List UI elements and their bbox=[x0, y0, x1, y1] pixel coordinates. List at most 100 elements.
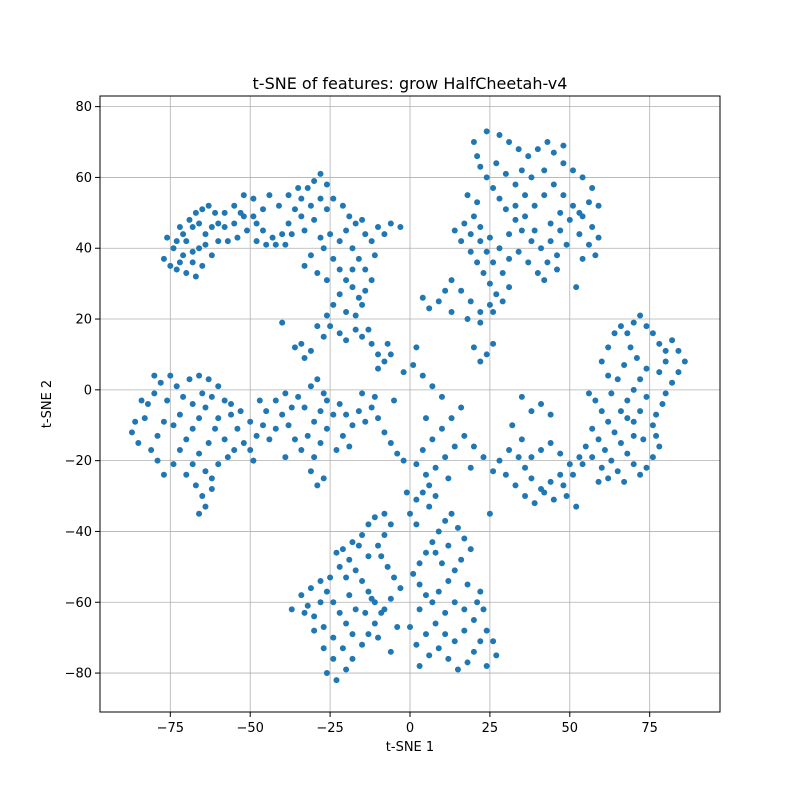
data-point bbox=[381, 606, 388, 613]
data-point bbox=[621, 478, 628, 485]
data-point bbox=[477, 588, 484, 595]
data-point bbox=[605, 372, 612, 379]
data-point bbox=[432, 549, 439, 556]
x-tick-label: 50 bbox=[562, 721, 579, 736]
data-point bbox=[470, 139, 477, 146]
data-point bbox=[253, 432, 260, 439]
x-axis-ticks: −75 −50 −25 0 25 50 75 bbox=[157, 712, 658, 736]
data-point bbox=[176, 447, 183, 454]
data-point bbox=[317, 599, 324, 606]
data-point bbox=[327, 574, 334, 581]
data-point bbox=[333, 447, 340, 454]
data-point bbox=[375, 223, 382, 230]
y-axis-ticks: −80 −60 −40 −20 0 20 40 60 80 bbox=[65, 100, 100, 682]
data-point bbox=[490, 340, 497, 347]
data-point bbox=[228, 401, 235, 407]
data-point bbox=[144, 401, 151, 407]
data-point bbox=[343, 574, 350, 581]
data-point bbox=[202, 231, 209, 238]
x-tick-label: 25 bbox=[482, 721, 499, 736]
data-point bbox=[272, 425, 279, 432]
data-point bbox=[643, 323, 650, 330]
data-point bbox=[541, 489, 548, 496]
data-point bbox=[250, 195, 257, 202]
data-point bbox=[189, 259, 196, 266]
data-point bbox=[461, 535, 468, 542]
data-point bbox=[512, 181, 519, 188]
data-point bbox=[518, 436, 525, 443]
data-point bbox=[451, 227, 458, 234]
data-point bbox=[381, 358, 388, 365]
data-point bbox=[426, 305, 433, 312]
data-point bbox=[534, 270, 541, 277]
data-point bbox=[371, 393, 378, 400]
data-point bbox=[176, 411, 183, 418]
data-point bbox=[391, 574, 398, 581]
data-point bbox=[279, 319, 286, 326]
data-point bbox=[563, 493, 570, 500]
data-point bbox=[371, 252, 378, 259]
data-point bbox=[349, 266, 356, 273]
data-point bbox=[442, 609, 449, 616]
data-point bbox=[483, 351, 490, 358]
data-point bbox=[681, 358, 688, 365]
x-tick-label: −50 bbox=[236, 721, 263, 736]
data-point bbox=[199, 390, 206, 397]
data-point bbox=[416, 581, 423, 588]
data-point bbox=[253, 220, 260, 227]
data-point bbox=[490, 468, 497, 475]
data-point bbox=[285, 422, 292, 429]
data-point bbox=[512, 216, 519, 223]
data-point bbox=[368, 404, 375, 411]
data-point bbox=[515, 248, 522, 255]
data-point bbox=[662, 358, 669, 365]
data-point bbox=[266, 436, 273, 443]
data-point bbox=[506, 255, 513, 262]
y-axis-label: t-SNE 2 bbox=[40, 380, 55, 428]
data-point bbox=[176, 259, 183, 266]
data-point bbox=[259, 422, 266, 429]
data-point bbox=[237, 209, 244, 216]
data-point bbox=[470, 443, 477, 450]
data-point bbox=[563, 241, 570, 248]
data-point bbox=[560, 142, 567, 149]
data-point bbox=[477, 223, 484, 230]
data-point bbox=[307, 347, 314, 354]
data-point bbox=[656, 369, 663, 376]
data-point bbox=[394, 624, 401, 631]
data-point bbox=[154, 432, 161, 439]
data-point bbox=[301, 404, 308, 411]
data-point bbox=[464, 659, 471, 666]
data-point bbox=[327, 323, 334, 330]
data-point bbox=[538, 245, 545, 252]
data-point bbox=[359, 333, 366, 340]
data-point bbox=[192, 482, 199, 489]
data-point bbox=[528, 454, 535, 461]
data-point bbox=[451, 443, 458, 450]
data-point bbox=[384, 563, 391, 570]
data-point bbox=[247, 447, 254, 454]
y-tick-label: −40 bbox=[65, 525, 92, 540]
data-point bbox=[215, 238, 222, 245]
data-point bbox=[595, 436, 602, 443]
data-point bbox=[189, 401, 196, 407]
x-tick-label: 75 bbox=[641, 721, 658, 736]
data-point bbox=[336, 238, 343, 245]
data-point bbox=[419, 489, 426, 496]
data-point bbox=[173, 238, 180, 245]
data-point bbox=[557, 209, 564, 216]
data-point bbox=[307, 202, 314, 209]
data-point bbox=[550, 181, 557, 188]
data-point bbox=[637, 312, 644, 319]
data-point bbox=[212, 209, 219, 216]
data-point bbox=[301, 354, 308, 361]
data-point bbox=[339, 645, 346, 652]
y-tick-label: −60 bbox=[65, 596, 92, 611]
data-point bbox=[544, 259, 551, 266]
data-point bbox=[317, 234, 324, 241]
data-point bbox=[202, 404, 209, 411]
data-point bbox=[538, 401, 545, 407]
data-point bbox=[538, 447, 545, 454]
data-point bbox=[432, 620, 439, 627]
data-point bbox=[355, 408, 362, 415]
